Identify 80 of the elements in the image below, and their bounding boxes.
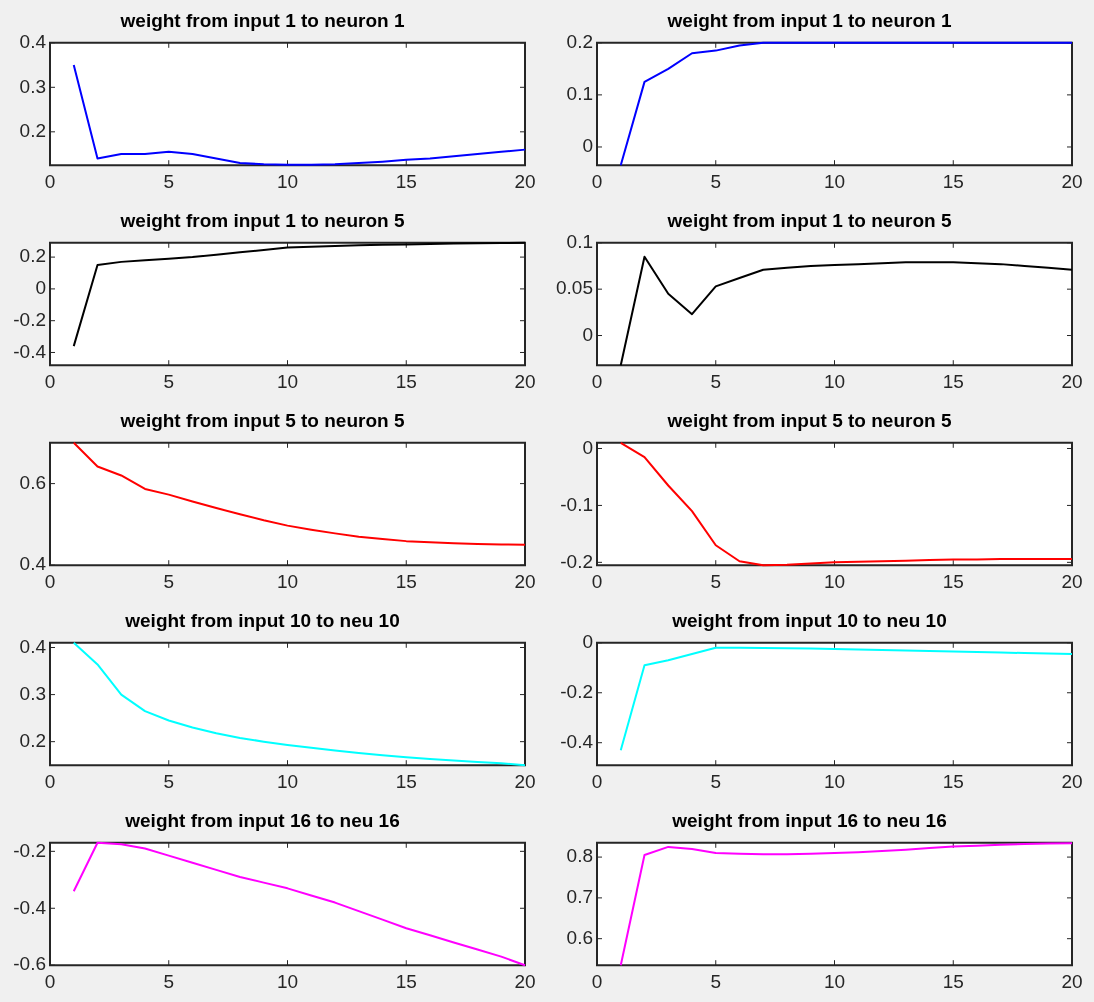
y-tick-label: 0.1 <box>566 231 593 253</box>
x-tick-label: 10 <box>823 770 846 792</box>
x-tick-label: 20 <box>514 370 536 392</box>
chart-title: weight from input 1 to neuron 1 <box>666 9 952 31</box>
x-tick-label: 15 <box>395 770 417 792</box>
x-tick-label: 20 <box>1061 970 1083 992</box>
x-tick-label: 15 <box>942 170 964 192</box>
x-tick-label: 15 <box>395 370 417 392</box>
y-tick-label: 0 <box>582 436 593 458</box>
x-tick-label: 20 <box>1061 770 1083 792</box>
x-tick-label: 20 <box>514 170 536 192</box>
x-tick-label: 5 <box>163 770 175 792</box>
chart-title: weight from input 5 to neuron 5 <box>666 409 952 431</box>
y-tick-label: 0 <box>582 135 593 157</box>
x-tick-label: 15 <box>395 970 417 992</box>
y-tick-label: 0.3 <box>19 682 46 704</box>
y-tick-label: 0 <box>582 631 593 653</box>
y-tick-label: 0.6 <box>566 926 593 948</box>
y-tick-label: 0 <box>35 277 46 299</box>
y-tick-label: 0.6 <box>19 471 46 493</box>
chart-title: weight from input 5 to neuron 5 <box>119 409 405 431</box>
x-tick-label: 15 <box>942 970 964 992</box>
y-tick-label: 0.8 <box>566 845 593 867</box>
chart-title: weight from input 16 to neu 16 <box>671 809 947 831</box>
x-tick-label: 5 <box>710 770 722 792</box>
x-tick-label: 10 <box>276 170 299 192</box>
y-tick-label: -0.2 <box>560 680 593 702</box>
y-tick-label: 0.2 <box>566 31 593 53</box>
chart-title: weight from input 1 to neuron 5 <box>119 209 405 231</box>
x-tick-label: 15 <box>942 570 964 592</box>
x-tick-label: 15 <box>395 570 417 592</box>
x-tick-label: 15 <box>942 770 964 792</box>
chart-title: weight from input 16 to neu 16 <box>124 809 400 831</box>
x-tick-label: 20 <box>514 770 536 792</box>
x-tick-label: 10 <box>276 770 299 792</box>
x-tick-label: 5 <box>710 570 722 592</box>
x-tick-label: 20 <box>1061 170 1083 192</box>
x-tick-label: 10 <box>276 570 299 592</box>
x-tick-label: 20 <box>514 570 536 592</box>
y-tick-label: -0.2 <box>13 839 46 861</box>
x-tick-label: 10 <box>276 370 299 392</box>
y-tick-label: -0.2 <box>13 308 46 330</box>
x-tick-label: 15 <box>942 370 964 392</box>
y-tick-label: -0.2 <box>560 550 593 572</box>
x-tick-label: 20 <box>1061 570 1083 592</box>
x-tick-label: 5 <box>163 570 175 592</box>
chart-title: weight from input 1 to neuron 5 <box>666 209 952 231</box>
x-tick-label: 5 <box>710 170 722 192</box>
x-tick-label: 10 <box>276 970 299 992</box>
y-tick-label: 0.7 <box>566 886 593 908</box>
x-tick-label: 5 <box>163 370 175 392</box>
x-tick-label: 10 <box>823 970 846 992</box>
y-tick-label: 0.3 <box>19 75 46 97</box>
y-tick-label: 0.4 <box>19 553 47 575</box>
y-tick-label: 0.2 <box>19 729 46 751</box>
y-tick-label: -0.4 <box>560 730 594 752</box>
y-tick-label: 0 <box>582 323 593 345</box>
y-tick-label: 0.05 <box>556 277 593 299</box>
y-tick-label: -0.4 <box>13 896 47 918</box>
x-tick-label: 10 <box>823 570 846 592</box>
x-tick-label: 5 <box>163 170 175 192</box>
x-tick-label: 5 <box>710 370 722 392</box>
y-tick-label: 0.1 <box>566 83 593 105</box>
y-tick-label: 0.2 <box>19 120 46 142</box>
x-tick-label: 5 <box>163 970 175 992</box>
chart-title: weight from input 10 to neu 10 <box>671 609 947 631</box>
chart-title: weight from input 1 to neuron 1 <box>119 9 405 31</box>
chart-title: weight from input 10 to neu 10 <box>124 609 400 631</box>
y-tick-label: -0.4 <box>13 340 47 362</box>
x-tick-label: 10 <box>823 370 846 392</box>
x-tick-label: 10 <box>823 170 846 192</box>
x-tick-label: 20 <box>1061 370 1083 392</box>
y-tick-label: 0.4 <box>19 635 47 657</box>
y-tick-label: 0.4 <box>19 31 47 53</box>
x-tick-label: 20 <box>514 970 536 992</box>
x-tick-label: 5 <box>710 970 722 992</box>
y-tick-label: -0.6 <box>13 953 46 975</box>
y-tick-label: 0.2 <box>19 245 46 267</box>
x-tick-label: 15 <box>395 170 417 192</box>
y-tick-label: -0.1 <box>560 493 593 515</box>
